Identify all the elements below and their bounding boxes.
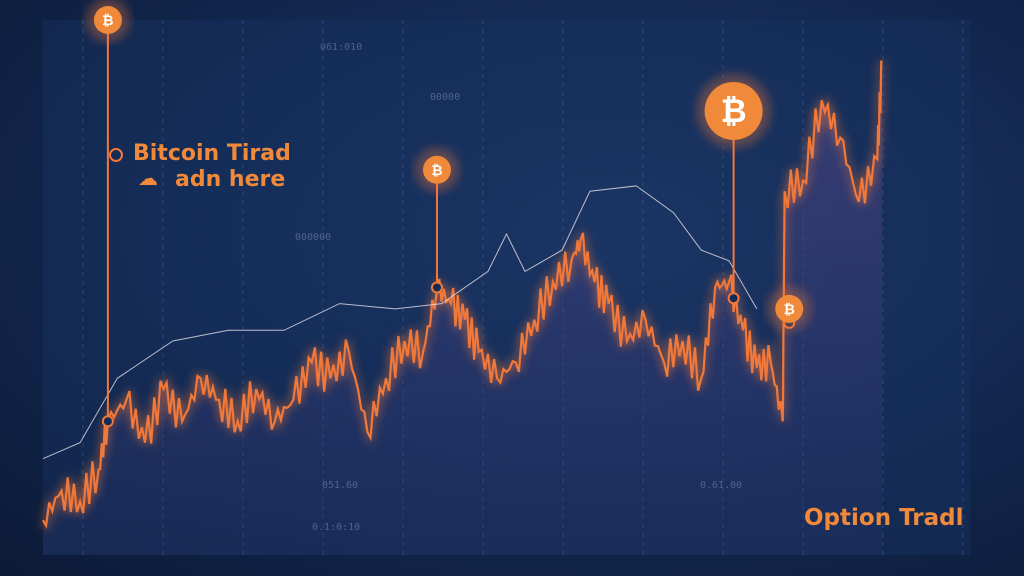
bg-label: 00000 xyxy=(430,92,461,103)
marker-point xyxy=(430,281,443,294)
bitcoin-icon xyxy=(704,81,763,140)
marker-point xyxy=(101,415,114,428)
chart-title-line-1: Bitcoin Tirad xyxy=(133,141,291,166)
corner-label: Option Tradl xyxy=(804,505,964,531)
bg-label: 000000 xyxy=(295,232,332,243)
bitcoin-icon-glyph: ₿ xyxy=(431,163,442,179)
bg-label: 051.60 xyxy=(322,480,359,491)
bitcoin-icon-glyph: ₿ xyxy=(102,13,113,29)
marker-point xyxy=(727,292,740,305)
title-connector-dot xyxy=(109,148,123,162)
bg-label: 0.1:0:10 xyxy=(312,522,361,533)
thin-series-line xyxy=(42,185,758,460)
series-line xyxy=(42,60,883,529)
bg-label: 061:010 xyxy=(320,42,363,53)
bitcoin-icon xyxy=(775,294,804,323)
bitcoin-icon xyxy=(422,155,451,184)
bitcoin-icon-glyph: ₿ xyxy=(721,92,747,130)
chart-title-line-2: adn here xyxy=(175,167,286,192)
bg-label: 0.61.00 xyxy=(700,480,743,491)
bitcoin-icon-glyph: ₿ xyxy=(784,302,795,318)
bitcoin-mascot-icon: ☁ xyxy=(138,166,158,190)
bitcoin-icon xyxy=(93,6,122,34)
